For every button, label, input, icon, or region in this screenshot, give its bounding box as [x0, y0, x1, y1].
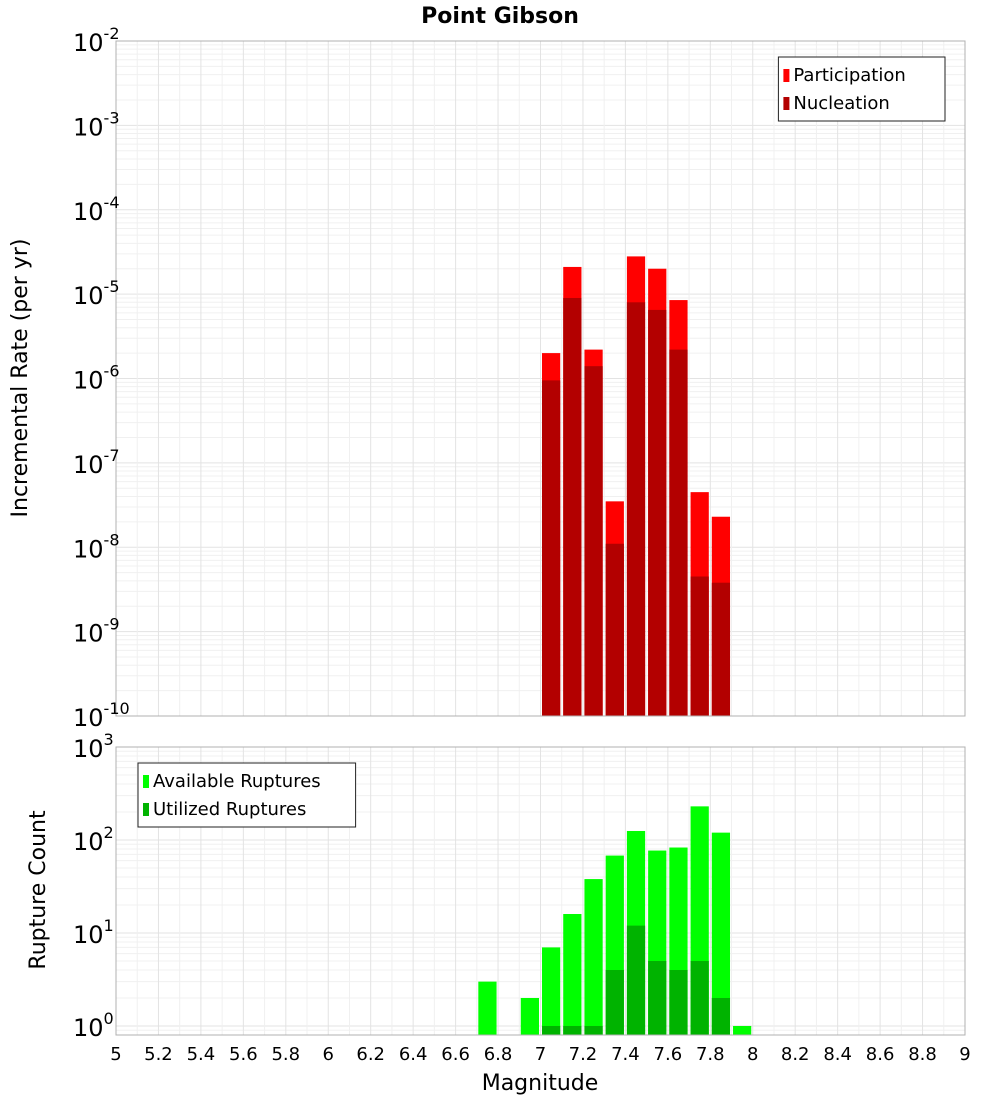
bottom-bar-utilized-ruptures — [605, 969, 624, 1035]
top-legend-label: Participation — [793, 65, 905, 86]
bottom-y-tick-label: 101 — [73, 916, 114, 949]
top-legend: Participation Nucleation — [777, 56, 946, 122]
x-tick-label: 8.2 — [781, 1044, 810, 1065]
bottom-bar-utilized-ruptures — [626, 925, 646, 1035]
bottom-legend-swatch — [143, 803, 149, 816]
x-tick-label: 7.6 — [654, 1044, 683, 1065]
x-tick-label: 5.2 — [144, 1044, 173, 1065]
top-legend-swatch — [783, 97, 790, 110]
bottom-bar-utilized-ruptures — [690, 960, 709, 1035]
top-bar-nucleation — [584, 366, 603, 716]
x-tick-label: 6.6 — [441, 1044, 470, 1065]
top-y-tick-label: 10-7 — [73, 446, 120, 479]
x-tick-label: 9 — [959, 1044, 970, 1065]
bottom-bar-utilized-ruptures — [563, 1025, 582, 1035]
top-y-tick-label: 10-6 — [73, 362, 120, 395]
top-plot-frame — [115, 40, 966, 717]
top-y-tick-label: 10-5 — [73, 277, 120, 310]
top-y-tick-label: 10-3 — [73, 108, 120, 141]
bottom-bar-utilized-ruptures — [542, 1025, 561, 1035]
top-legend-label: Nucleation — [793, 93, 889, 114]
x-tick-label: 7 — [535, 1044, 546, 1065]
x-tick-label: 6.2 — [356, 1044, 385, 1065]
bottom-y-tick-label: 103 — [73, 730, 114, 763]
bottom-legend-box — [137, 762, 357, 828]
top-y-tick-label: 10-2 — [73, 24, 120, 57]
top-y-tick-label: 10-10 — [73, 699, 130, 732]
x-tick-label: 6.8 — [484, 1044, 513, 1065]
top-bar-nucleation — [648, 309, 667, 716]
bottom-bar-utilized-ruptures — [711, 997, 731, 1035]
x-tick-label: 8.8 — [908, 1044, 937, 1065]
x-tick-label: 5.4 — [187, 1044, 216, 1065]
x-tick-label: 5.6 — [229, 1044, 258, 1065]
x-tick-label: 5 — [110, 1044, 121, 1065]
bottom-bar-available-ruptures — [563, 914, 582, 1035]
top-bar-nucleation — [605, 543, 624, 716]
bottom-y-tick-label: 100 — [73, 1009, 114, 1042]
bottom-plot-frame — [115, 746, 966, 1036]
x-tick-label: 8.4 — [823, 1044, 852, 1065]
bottom-legend-label: Utilized Ruptures — [153, 799, 306, 820]
top-legend-box — [777, 56, 946, 122]
top-legend-swatch — [783, 69, 790, 82]
bottom-plot-area: 100 101 102 103 5 5.2 5.4 5.6 5.8 6 6.2 6.4 6.6 6.8 7 7… — [73, 730, 971, 1065]
top-bar-nucleation — [563, 297, 582, 716]
bottom-y-tick-label: 102 — [73, 823, 114, 856]
bottom-y-axis-label: Rupture Count — [26, 810, 51, 970]
chart-title: Point Gibson — [421, 4, 579, 29]
x-tick-label: 5.8 — [271, 1044, 300, 1065]
bottom-bar-available-ruptures — [542, 947, 561, 1035]
bottom-bar-available-ruptures — [520, 997, 539, 1035]
x-tick-label: 7.8 — [696, 1044, 725, 1065]
bottom-bar-available-ruptures — [711, 832, 731, 1035]
bottom-bar-available-ruptures — [584, 879, 603, 1035]
bottom-bar-available-ruptures — [478, 981, 497, 1035]
top-y-axis-label: Incremental Rate (per yr) — [8, 239, 33, 518]
x-axis-label: Magnitude — [482, 1071, 599, 1096]
top-y-tick-label: 10-9 — [73, 615, 120, 648]
top-bar-nucleation — [669, 349, 688, 716]
x-tick-label: 6 — [323, 1044, 334, 1065]
bottom-bar-utilized-ruptures — [584, 1025, 603, 1035]
bottom-bar-utilized-ruptures — [669, 969, 688, 1035]
x-tick-label: 6.4 — [399, 1044, 428, 1065]
bottom-legend-label: Available Ruptures — [153, 771, 321, 792]
top-bar-nucleation — [711, 582, 731, 716]
top-plot-area: 10-10 10-9 10-8 10-7 10-6 10-5 10-4 10-3 10-2 Par… — [73, 24, 966, 732]
top-y-tick-label: 10-4 — [73, 193, 120, 226]
x-tick-label: 8 — [747, 1044, 758, 1065]
bottom-legend: Available Ruptures Utilized Ruptures — [137, 762, 357, 828]
bottom-legend-swatch — [143, 775, 149, 788]
top-bar-nucleation — [542, 380, 561, 716]
x-tick-label: 7.4 — [611, 1044, 640, 1065]
bottom-bar-available-ruptures — [733, 1025, 752, 1035]
top-bar-nucleation — [690, 576, 709, 716]
x-tick-label: 7.2 — [569, 1044, 598, 1065]
bottom-bar-utilized-ruptures — [648, 960, 667, 1035]
x-tick-label: 8.6 — [866, 1044, 895, 1065]
top-bar-nucleation — [626, 302, 646, 716]
top-y-tick-label: 10-8 — [73, 530, 120, 563]
